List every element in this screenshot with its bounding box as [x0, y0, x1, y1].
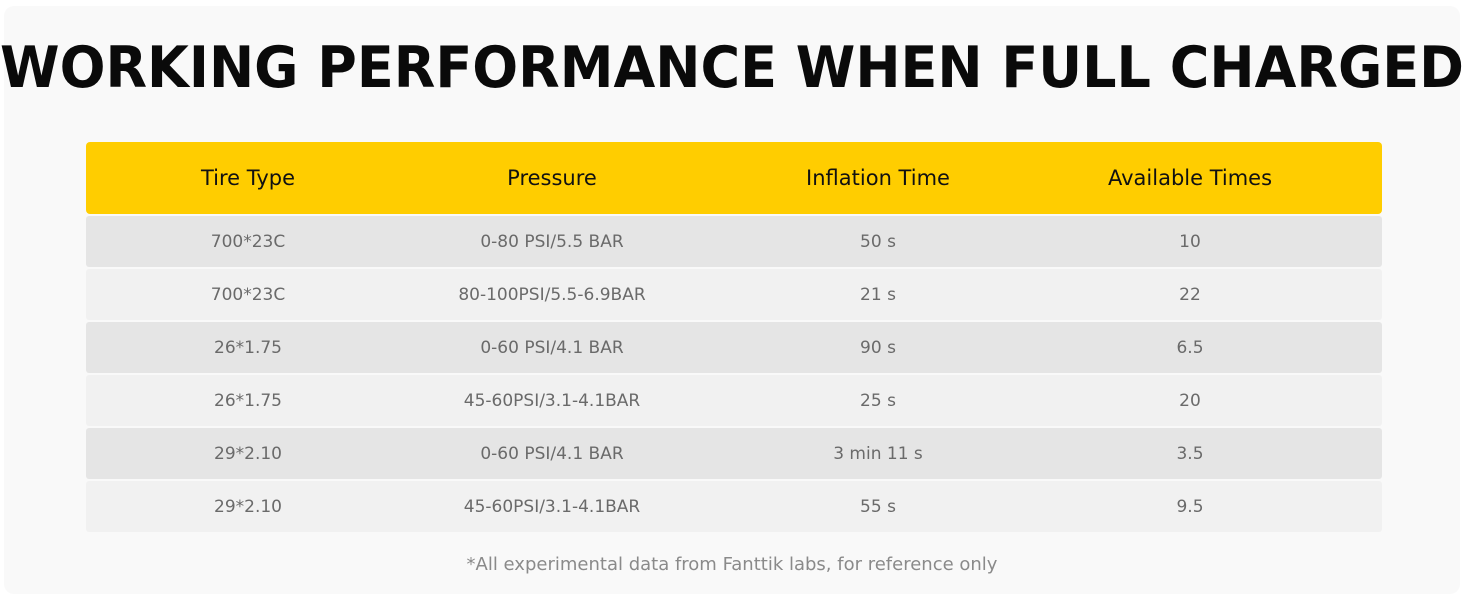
cell-inflation-time: 3 min 11 s — [833, 443, 923, 464]
cell-inflation-time: 55 s — [860, 496, 896, 517]
cell-tire-type: 26*1.75 — [214, 390, 282, 411]
table-row: 29*2.10 45-60PSI/3.1-4.1BAR 55 s 9.5 — [86, 481, 1382, 532]
cell-pressure: 0-80 PSI/5.5 BAR — [480, 231, 624, 252]
header-available-times: Available Times — [1107, 166, 1273, 190]
table-row: 700*23C 0-80 PSI/5.5 BAR 50 s 10 — [86, 216, 1382, 267]
performance-table: Tire Type Pressure Inflation Time Availa… — [86, 142, 1382, 534]
table-header-row: Tire Type Pressure Inflation Time Availa… — [86, 142, 1382, 214]
cell-inflation-time: 21 s — [860, 284, 896, 305]
header-tire-type: Tire Type — [200, 166, 296, 190]
table-row: 29*2.10 0-60 PSI/4.1 BAR 3 min 11 s 3.5 — [86, 428, 1382, 479]
cell-available-times: 6.5 — [1176, 337, 1204, 358]
cell-tire-type: 700*23C — [210, 284, 286, 305]
table-row: 26*1.75 45-60PSI/3.1-4.1BAR 25 s 20 — [86, 375, 1382, 426]
cell-tire-type: 700*23C — [210, 231, 286, 252]
cell-available-times: 9.5 — [1176, 496, 1204, 517]
cell-tire-type: 29*2.10 — [214, 443, 282, 464]
table-row: 700*23C 80-100PSI/5.5-6.9BAR 21 s 22 — [86, 269, 1382, 320]
cell-inflation-time: 50 s — [860, 231, 896, 252]
cell-inflation-time: 25 s — [860, 390, 896, 411]
footnote: *All experimental data from Fanttik labs… — [466, 554, 998, 575]
cell-available-times: 20 — [1179, 390, 1201, 411]
cell-available-times: 10 — [1179, 231, 1201, 252]
cell-available-times: 3.5 — [1176, 443, 1204, 464]
page-title: WORKING PERFORMANCE WHEN FULL CHARGED — [0, 34, 1464, 101]
cell-pressure: 80-100PSI/5.5-6.9BAR — [458, 284, 646, 305]
cell-pressure: 45-60PSI/3.1-4.1BAR — [463, 390, 641, 411]
header-pressure: Pressure — [507, 166, 597, 190]
cell-pressure: 45-60PSI/3.1-4.1BAR — [463, 496, 641, 517]
cell-pressure: 0-60 PSI/4.1 BAR — [480, 443, 624, 464]
table-row: 26*1.75 0-60 PSI/4.1 BAR 90 s 6.5 — [86, 322, 1382, 373]
cell-tire-type: 26*1.75 — [214, 337, 282, 358]
cell-tire-type: 29*2.10 — [214, 496, 282, 517]
cell-available-times: 22 — [1179, 284, 1201, 305]
cell-pressure: 0-60 PSI/4.1 BAR — [480, 337, 624, 358]
header-inflation-time: Inflation Time — [806, 166, 950, 190]
cell-inflation-time: 90 s — [860, 337, 896, 358]
